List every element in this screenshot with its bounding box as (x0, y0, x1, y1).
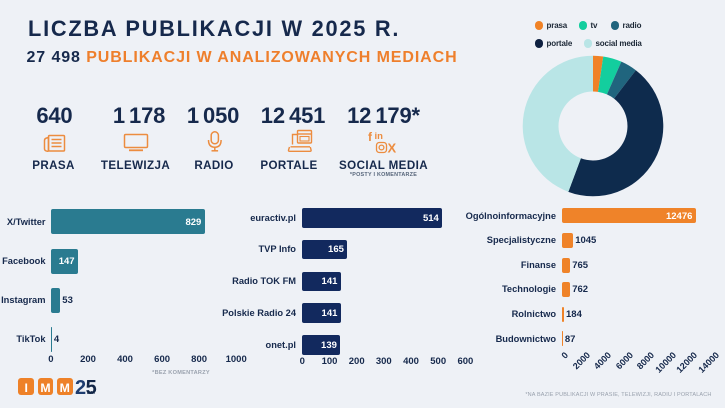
svg-text:f: f (368, 130, 373, 144)
svg-text:X: X (388, 141, 397, 156)
svg-text:in: in (375, 131, 384, 142)
